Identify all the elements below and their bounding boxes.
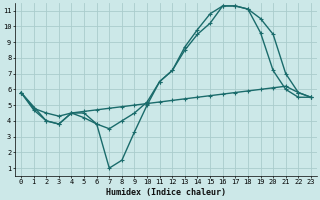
X-axis label: Humidex (Indice chaleur): Humidex (Indice chaleur) — [106, 188, 226, 197]
